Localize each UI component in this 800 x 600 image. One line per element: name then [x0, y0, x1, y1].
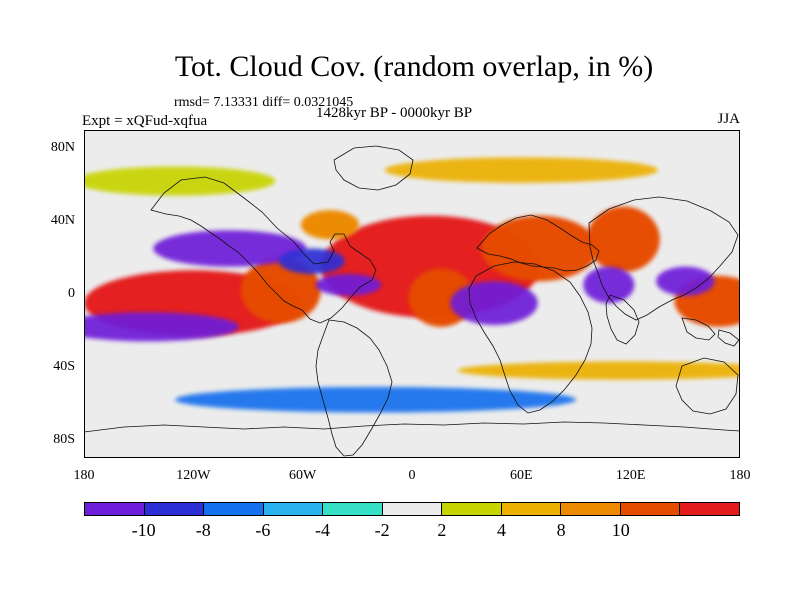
- colorbar-segment: [501, 503, 562, 515]
- map-title: Tot. Cloud Cov. (random overlap, in %): [174, 50, 654, 83]
- anomaly-region-north-atlantic-red: [300, 210, 360, 240]
- anomaly-region-tropical-pacific-purple: [84, 312, 239, 342]
- statistics-label: rmsd= 7.13331 diff= 0.0321045: [174, 95, 354, 110]
- map-svg: [84, 130, 740, 458]
- colorbar-segment: [204, 503, 264, 515]
- anomaly-region-east-asia-red: [586, 206, 660, 273]
- colorbar-segment: [680, 503, 740, 515]
- europe-coastline: [476, 214, 600, 272]
- colorbar-segment: [85, 503, 145, 515]
- anomaly-region-tropical-atlantic-purple: [315, 273, 382, 296]
- colorbar-segment: [620, 503, 681, 515]
- anomaly-region-southeast-asia-purple: [583, 266, 635, 304]
- anomaly-region-south-america-red: [240, 257, 321, 324]
- longitude-tick-label: 180: [729, 468, 751, 483]
- latitude-tick-label: 80N: [50, 140, 75, 156]
- anomaly-region-maritime-purple: [656, 266, 715, 296]
- north-america-coastline: [150, 176, 377, 324]
- colorbar-segment: [561, 503, 621, 515]
- anomaly-region-caribbean-purple: [278, 248, 345, 274]
- colorbar-segment: [382, 503, 443, 515]
- colorbar-segment: [144, 503, 205, 515]
- season-label: JJA: [717, 111, 740, 127]
- anomaly-region-southern-ocean-blue: [175, 386, 577, 413]
- period-label: 1428kyr BP - 0000kyr BP: [316, 105, 473, 121]
- coastline-layer: [84, 145, 740, 457]
- maritime-continent-coastline: [681, 317, 740, 347]
- colorbar-label: -10: [131, 520, 156, 540]
- anomaly-region-arabian-india-red: [481, 215, 598, 282]
- colorbar-label: -6: [255, 520, 271, 540]
- colorbar-label: 10: [611, 520, 630, 540]
- africa-coastline: [468, 261, 593, 414]
- colorbar-segment: [323, 503, 383, 515]
- experiment-label: Expt = xQFud-xqfua: [82, 113, 208, 129]
- latitude-tick-label: 40S: [53, 358, 75, 374]
- longitude-tick-label: 60W: [289, 468, 317, 483]
- anomaly-region-indian-ocean-purple: [450, 281, 538, 325]
- latitude-tick-label: 80S: [53, 431, 75, 447]
- latitude-tick-label: 40N: [50, 213, 75, 229]
- colorbar-segment: [442, 503, 502, 515]
- colorbar-label: -4: [315, 520, 331, 540]
- colorbar-label: 2: [437, 520, 447, 540]
- colorbar-label: -8: [195, 520, 211, 540]
- longitude-tick-label: 0: [408, 468, 416, 483]
- colorbar-label: -2: [374, 520, 390, 540]
- anomaly-region-north-pacific-purple: [153, 230, 307, 267]
- australia-coastline: [675, 357, 739, 415]
- anomaly-region-arctic-orange: [384, 157, 658, 183]
- colorbar-segment: [263, 503, 324, 515]
- cloud-cover-map: [84, 130, 740, 458]
- colorbar: [84, 502, 740, 516]
- asia-coastline: [588, 196, 739, 321]
- longitude-tick-label: 120E: [615, 468, 646, 483]
- india-coastline: [605, 294, 640, 345]
- longitude-tick-label: 180: [73, 468, 95, 483]
- colorbar-label: 8: [556, 520, 566, 540]
- map-frame: [84, 130, 740, 458]
- colorbar-label: 4: [496, 520, 506, 540]
- latitude-tick-label: 0: [68, 286, 75, 301]
- longitude-tick-label: 120W: [176, 468, 211, 483]
- cloud-field-layer: [84, 130, 740, 458]
- anomaly-region-southern-ocean-orange: [457, 361, 740, 380]
- south-america-coastline: [315, 319, 393, 457]
- longitude-tick-label: 60E: [510, 468, 533, 483]
- antarctica-coastline: [84, 421, 740, 433]
- greenland-coastline: [333, 145, 414, 191]
